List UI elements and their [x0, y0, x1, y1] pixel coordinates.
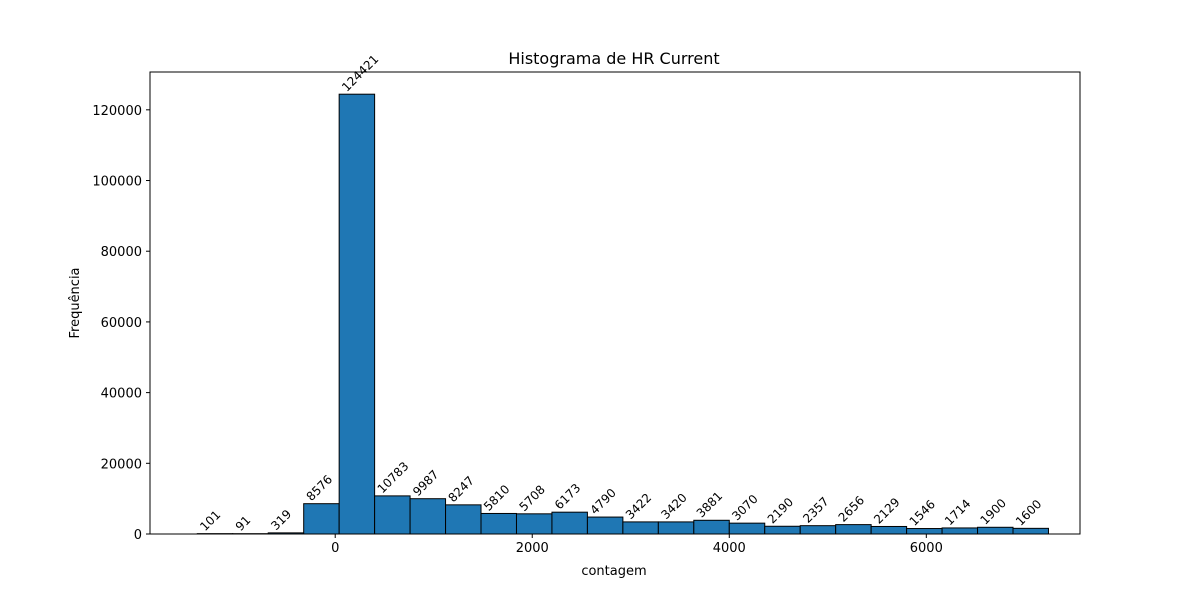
histogram-bar [728, 522, 766, 535]
chart-title: Histograma de HR Current [508, 49, 719, 68]
y-tick-label: 20000 [101, 457, 142, 472]
bar-value-label: 1714 [942, 497, 973, 528]
bar-value-label: 2656 [836, 493, 867, 524]
bar-value-label: 124421 [339, 52, 381, 94]
bar-value-label: 2190 [765, 495, 796, 526]
bar-value-label: 2357 [800, 494, 831, 525]
y-tick-label: 60000 [101, 316, 142, 331]
histogram-bar [409, 498, 447, 535]
bar-value-label: 1900 [977, 496, 1008, 527]
bar-value-label: 3070 [729, 492, 760, 523]
bar-value-label: 4790 [587, 486, 618, 517]
histogram-bar [977, 526, 1014, 535]
bar-value-label: 319 [268, 507, 294, 533]
y-tick-label: 40000 [101, 387, 142, 402]
x-tick-label: 4000 [713, 541, 746, 556]
x-axis-label: contagem [581, 564, 646, 579]
bar-value-label: 3420 [658, 491, 689, 522]
y-axis-label: Frequência [68, 267, 83, 338]
histogram-bar [835, 524, 872, 535]
x-tick-label: 2000 [516, 541, 549, 556]
histogram-bar [941, 527, 979, 535]
bar-value-label: 3422 [623, 491, 654, 522]
bar-value-label: 5810 [481, 482, 512, 513]
axes-layer: 0 2000 4000 6000020000400006000080000100000… [92, 71, 1081, 556]
histogram-bar [586, 516, 624, 535]
bar-value-label: 91 [233, 513, 254, 534]
histogram-bar [303, 503, 340, 535]
histogram-bar [693, 519, 730, 535]
histogram-bar [551, 511, 588, 535]
y-tick-label: 80000 [101, 245, 142, 260]
bar-value-label: 8576 [304, 472, 335, 503]
histogram-bar [764, 525, 801, 535]
histogram-bar [480, 512, 517, 535]
bar-value-label: 101 [197, 508, 223, 534]
y-tick-label: 100000 [92, 175, 142, 190]
x-tick-label: 0 [331, 541, 339, 556]
bar-value-label: 5708 [516, 482, 547, 513]
bar-value-label: 9987 [410, 467, 441, 498]
histogram-bar [374, 495, 411, 535]
plot-frame [149, 71, 1081, 535]
y-tick-label: 120000 [92, 104, 142, 119]
histogram-bar [1012, 527, 1049, 535]
bar-value-label: 6173 [552, 481, 583, 512]
histogram-bar [445, 504, 482, 535]
histogram-bar [870, 525, 908, 535]
bar-value-label: 1546 [907, 497, 938, 528]
histogram-bar [622, 521, 659, 535]
histogram-bar [799, 525, 837, 535]
histogram-bar [657, 521, 695, 535]
bar-value-label: 8247 [446, 473, 477, 504]
bar-value-label: 10783 [375, 459, 412, 496]
histogram-bar [906, 528, 943, 535]
bars-layer [196, 93, 1049, 535]
bar-value-label: 3881 [694, 489, 725, 520]
x-tick-label: 6000 [910, 541, 943, 556]
y-tick-label: 0 [134, 528, 142, 543]
histogram-bar [338, 93, 376, 535]
histogram-bar [515, 513, 553, 535]
bar-value-label: 1600 [1013, 497, 1044, 528]
bar-value-label: 2129 [871, 495, 902, 526]
